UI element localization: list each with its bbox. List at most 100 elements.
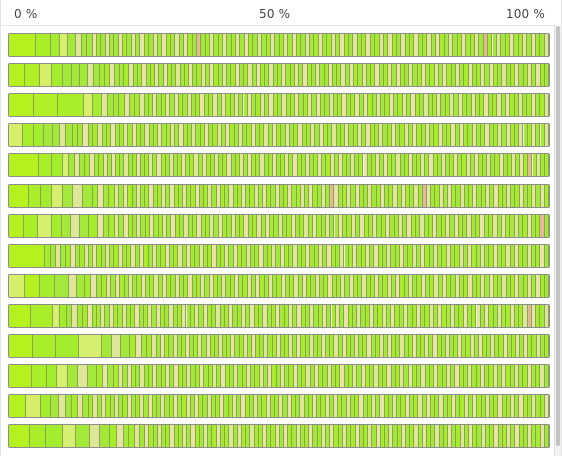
strip-segment (400, 154, 405, 176)
strip-segment (402, 94, 407, 116)
strip-segment (58, 94, 84, 116)
strip-segment (247, 335, 252, 357)
strip-segment (182, 245, 187, 267)
strip-segment (510, 365, 515, 387)
strip-segment (349, 124, 354, 146)
strip-segment (331, 245, 336, 267)
strip-segment (119, 185, 125, 207)
strip-segment (225, 185, 230, 207)
strip-segment (233, 245, 238, 267)
strip-segment (256, 64, 261, 86)
strip-segment (532, 395, 537, 417)
strip-segment (205, 275, 210, 297)
strip-segment (319, 275, 325, 297)
strip-segment (295, 94, 300, 116)
strip-segment (359, 395, 364, 417)
scrollbar-thumb[interactable] (556, 26, 560, 446)
strip-segment (212, 425, 217, 447)
strip-segment (342, 395, 347, 417)
strip-segment (476, 275, 482, 297)
strip-segment (303, 64, 308, 86)
strip-segment (493, 94, 498, 116)
strip-segment (40, 395, 52, 417)
strip-segment (455, 64, 461, 86)
strip-segment (510, 94, 515, 116)
strip-segment (9, 154, 40, 176)
strip-segment (355, 154, 360, 176)
strip-segment (151, 335, 157, 357)
strip-segment (536, 245, 541, 267)
strip-segment (391, 365, 396, 387)
strip-segment (332, 275, 337, 297)
strip-segment (343, 215, 348, 237)
strip-segment (351, 185, 356, 207)
strip-segment (372, 185, 377, 207)
strip-segment (391, 275, 397, 297)
strip-segment (544, 215, 549, 237)
strip-segment (89, 425, 101, 447)
strip-segment (519, 124, 524, 146)
strip-segment (237, 395, 242, 417)
strip-segment (142, 64, 147, 86)
strip-segment (192, 124, 197, 146)
strip-segment (421, 245, 426, 267)
strip-segment (157, 245, 162, 267)
strip-segment (302, 365, 307, 387)
strip-segment (472, 124, 477, 146)
strip-segment (186, 395, 191, 417)
strip-segment (114, 395, 120, 417)
strip-segment (527, 275, 533, 297)
strip-segment (326, 335, 331, 357)
strip-segment (335, 305, 341, 327)
strip-segment (433, 335, 438, 357)
strip-segment (472, 305, 477, 327)
strip-segment (367, 335, 372, 357)
strip-segment (279, 185, 284, 207)
strip-segment (289, 365, 294, 387)
strip-segment (28, 185, 41, 207)
strip-segment (104, 185, 110, 207)
vertical-scrollbar[interactable] (554, 26, 561, 456)
strip-segment (126, 305, 132, 327)
strip-segment (498, 395, 503, 417)
strip-segment (411, 94, 416, 116)
strip-segment (249, 34, 254, 56)
strip-segment (439, 185, 444, 207)
strip-segment (531, 365, 537, 387)
strip-segment (396, 124, 401, 146)
strip-segment (276, 245, 281, 267)
strip-segment (313, 215, 318, 237)
strip-segment (276, 305, 281, 327)
strip-segment (257, 34, 263, 56)
strip-segment (310, 305, 315, 327)
strip-segment (315, 275, 320, 297)
strip-segment (260, 335, 265, 357)
strip-segment (425, 245, 430, 267)
strip-segment (502, 245, 507, 267)
strip-segment (255, 245, 260, 267)
strip-segment (387, 365, 392, 387)
strip-segment (379, 34, 384, 56)
strip-segment (165, 245, 170, 267)
strip-segment (432, 94, 438, 116)
strip-segment (268, 154, 273, 176)
strip-segment (361, 365, 366, 387)
strip-segment (370, 365, 375, 387)
strip-segment (72, 395, 78, 417)
strip-segment (169, 305, 174, 327)
strip-segment (219, 154, 224, 176)
strip-segment (485, 425, 491, 447)
strip-segment (218, 34, 224, 56)
strip-segment (333, 64, 338, 86)
strip-segment (433, 154, 438, 176)
strip-segment (252, 215, 258, 237)
strip-segment (383, 124, 388, 146)
strip-segment (323, 365, 328, 387)
strip-segment (50, 34, 61, 56)
strip-segment (258, 425, 263, 447)
strip-segment (136, 34, 141, 56)
strip-segment (462, 154, 467, 176)
strip-segment (418, 395, 423, 417)
strip-segment (87, 64, 94, 86)
strip-segment (122, 245, 128, 267)
